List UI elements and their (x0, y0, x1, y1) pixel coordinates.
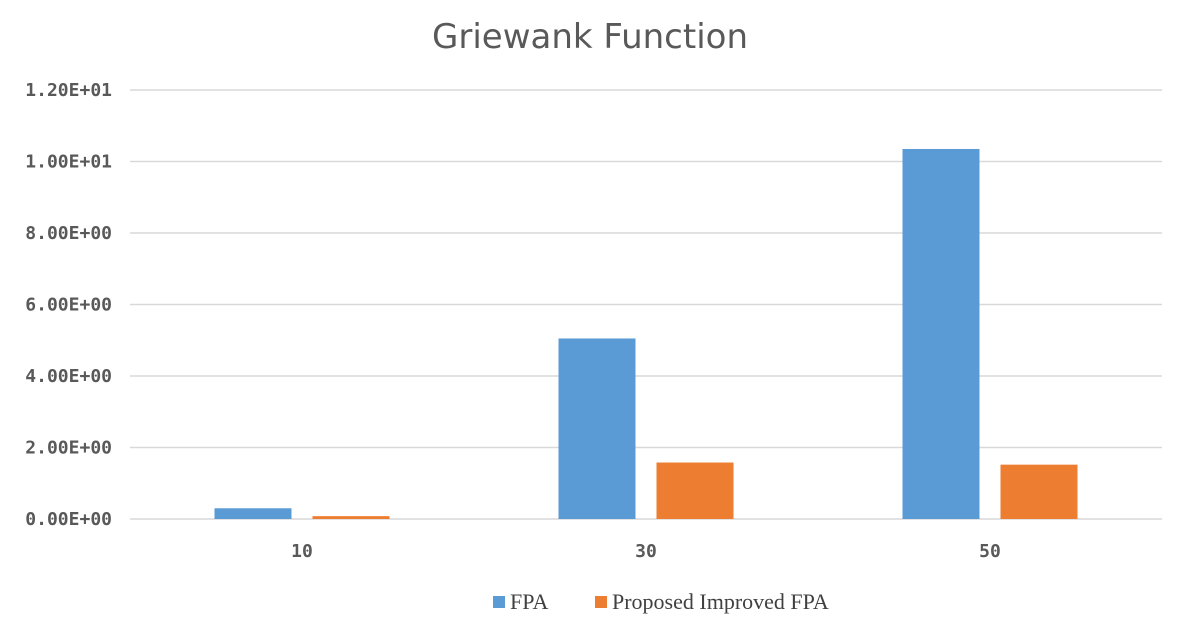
x-tick-label: 30 (635, 541, 657, 562)
bar-proposed-improved-fpa-10 (312, 516, 390, 519)
chart-title: Griewank Function (432, 17, 748, 57)
bar-proposed-improved-fpa-50 (1000, 464, 1078, 519)
gridlines (130, 89, 1162, 520)
legend-swatch-fpa (493, 596, 505, 608)
legend-label-fpa: FPA (510, 589, 548, 614)
bars (214, 148, 1078, 520)
y-tick-label: 6.00E+00 (25, 295, 112, 316)
bar-fpa-50 (902, 148, 980, 520)
bar-fpa-30 (558, 338, 636, 519)
x-axis-tick-labels: 10 30 50 (291, 541, 1001, 562)
legend-label-proposed-improved-fpa: Proposed Improved FPA (612, 589, 829, 614)
legend: FPA Proposed Improved FPA (493, 589, 829, 614)
y-tick-label: 4.00E+00 (25, 366, 112, 387)
bar-fpa-10 (214, 508, 292, 519)
y-tick-label: 2.00E+00 (25, 438, 112, 459)
y-tick-label: 1.20E+01 (25, 80, 112, 101)
y-tick-label: 0.00E+00 (25, 509, 112, 530)
bar-proposed-improved-fpa-30 (656, 462, 734, 519)
y-tick-label: 1.00E+01 (25, 152, 112, 173)
legend-swatch-proposed-improved-fpa (595, 596, 607, 608)
x-tick-label: 10 (291, 541, 313, 562)
y-tick-label: 8.00E+00 (25, 223, 112, 244)
y-axis-tick-labels: 0.00E+00 2.00E+00 4.00E+00 6.00E+00 8.00E+00… (25, 80, 112, 530)
x-tick-label: 50 (979, 541, 1001, 562)
